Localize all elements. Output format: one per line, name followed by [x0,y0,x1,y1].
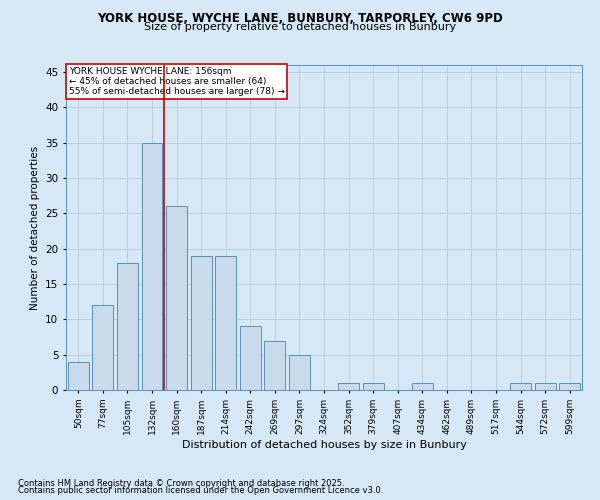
Bar [338,383,359,390]
Text: YORK HOUSE, WYCHE LANE, BUNBURY, TARPORLEY, CW6 9PD: YORK HOUSE, WYCHE LANE, BUNBURY, TARPORL… [97,12,503,26]
Bar [166,206,187,390]
Bar [68,362,89,390]
Bar [412,383,433,390]
Bar [92,305,113,390]
Text: Contains public sector information licensed under the Open Government Licence v3: Contains public sector information licen… [18,486,383,495]
Bar [535,383,556,390]
Bar [289,354,310,390]
Bar [215,256,236,390]
Bar [191,256,212,390]
X-axis label: Distribution of detached houses by size in Bunbury: Distribution of detached houses by size … [182,440,466,450]
Text: Contains HM Land Registry data © Crown copyright and database right 2025.: Contains HM Land Registry data © Crown c… [18,478,344,488]
Bar [240,326,261,390]
Bar [362,383,383,390]
Text: YORK HOUSE WYCHE LANE: 156sqm
← 45% of detached houses are smaller (64)
55% of s: YORK HOUSE WYCHE LANE: 156sqm ← 45% of d… [68,66,284,96]
Text: Size of property relative to detached houses in Bunbury: Size of property relative to detached ho… [144,22,456,32]
Bar [117,263,138,390]
Y-axis label: Number of detached properties: Number of detached properties [29,146,40,310]
Bar [559,383,580,390]
Bar [265,340,286,390]
Bar [142,142,163,390]
Bar [510,383,531,390]
